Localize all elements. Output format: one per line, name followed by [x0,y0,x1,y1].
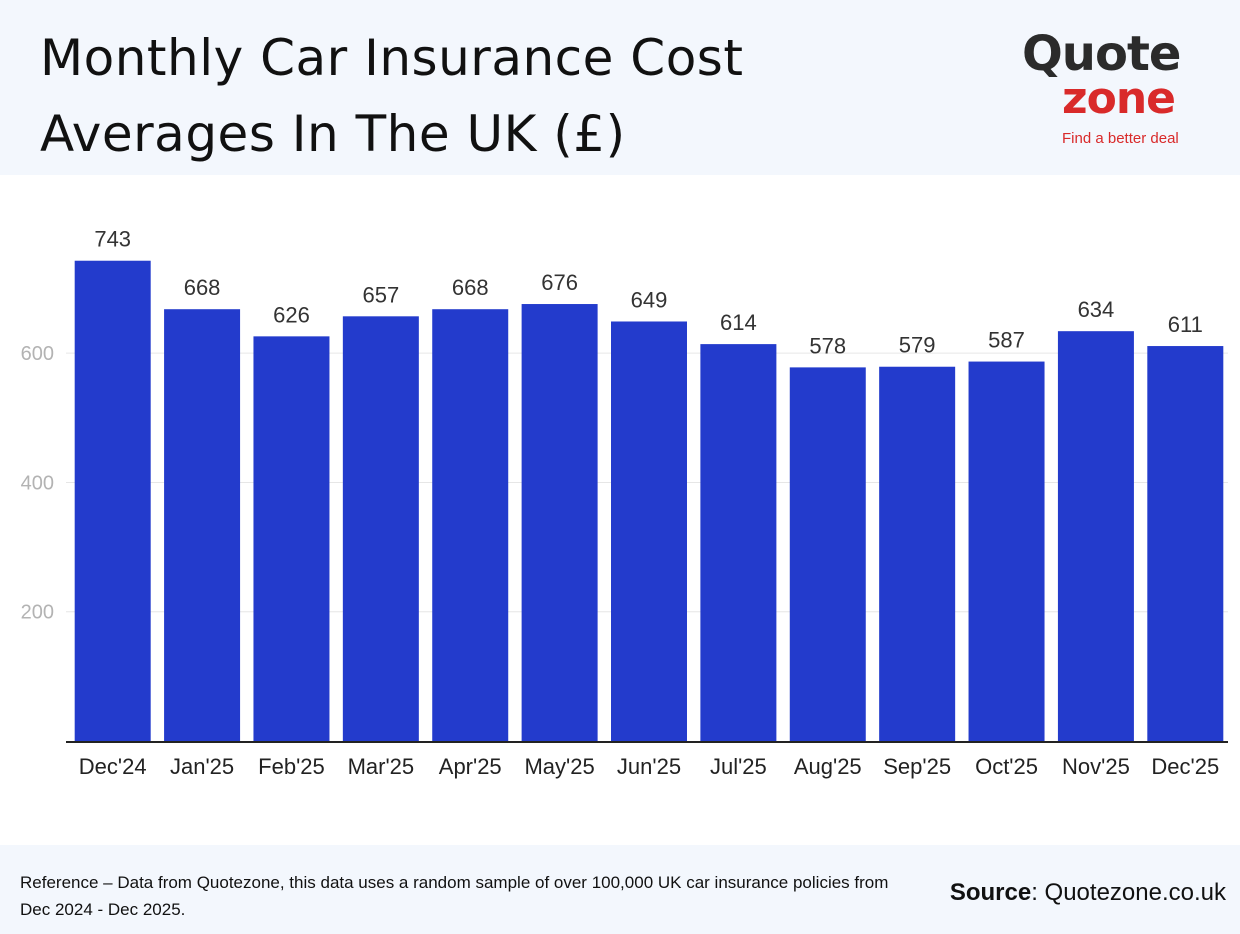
x-tick-label-7: Jul'25 [710,754,767,779]
source-label: Source [949,879,1032,906]
data-label-7: 614 [720,310,757,335]
bar-0 [74,260,151,741]
bar-9 [879,366,956,741]
bar-6 [611,321,687,741]
bar-10 [968,361,1045,741]
data-label-0: 743 [94,227,131,252]
bar-2 [253,336,330,741]
header: Monthly Car Insurance Cost Averages In T… [0,0,1240,175]
title-line-2: Averages In The UK (£) [40,105,626,163]
x-tick-label-10: Oct'25 [975,754,1038,779]
x-tick-label-3: Mar'25 [348,754,415,779]
bar-chart: 200 400 600 743 Dec'24 668 Jan'25 626 Feb'25 657 M… [0,175,1240,845]
data-label-2: 626 [273,302,310,327]
bar-4 [432,309,509,741]
x-tick-label-9: Sep'25 [883,754,951,779]
logo-word-quote: Quote [1022,26,1181,82]
source-credit: Source: Quotezone.co.uk [950,879,1226,907]
data-label-12: 611 [1168,312,1203,337]
data-label-5: 676 [541,270,578,295]
data-label-8: 578 [809,333,846,358]
logo-tagline: Find a better deal [1062,130,1179,147]
bar-12 [1147,346,1224,741]
data-label-9: 579 [899,333,936,358]
x-tick-label-1: Jan'25 [170,754,234,779]
logo-word-zone: zone [1062,73,1176,124]
page-title: Monthly Car Insurance Cost Averages In T… [40,20,940,172]
y-tick-label-200: 200 [21,602,54,624]
y-tick-label-400: 400 [21,472,54,494]
data-label-4: 668 [452,275,489,300]
bar-11 [1057,331,1134,741]
x-tick-label-2: Feb'25 [258,754,325,779]
chart-svg: 200 400 600 743 Dec'24 668 Jan'25 626 Feb'25 657 M… [21,227,1228,779]
x-tick-label-6: Jun'25 [617,754,681,779]
data-label-11: 634 [1078,297,1115,322]
bar-7 [700,344,777,741]
x-tick-label-4: Apr'25 [439,754,502,779]
bar-1 [164,309,241,741]
data-label-1: 668 [184,275,221,300]
x-tick-label-5: May'25 [524,754,594,779]
bar-8 [789,367,866,741]
source-value: : Quotezone.co.uk [1031,879,1226,906]
x-tick-label-11: Nov'25 [1062,754,1130,779]
footer: Reference – Data from Quotezone, this da… [0,845,1240,934]
bar-5 [521,304,598,741]
y-tick-label-600: 600 [21,343,54,365]
x-tick-label-8: Aug'25 [794,754,862,779]
x-tick-label-0: Dec'24 [79,754,147,779]
data-label-6: 649 [631,287,668,312]
bar-3 [342,316,419,741]
quotezone-logo: Quote zone Find a better deal [1010,26,1210,150]
data-label-3: 657 [362,282,399,307]
reference-note: Reference – Data from Quotezone, this da… [20,873,889,919]
x-tick-label-12: Dec'25 [1151,754,1219,779]
data-label-10: 587 [988,328,1025,353]
title-line-1: Monthly Car Insurance Cost [40,29,744,87]
